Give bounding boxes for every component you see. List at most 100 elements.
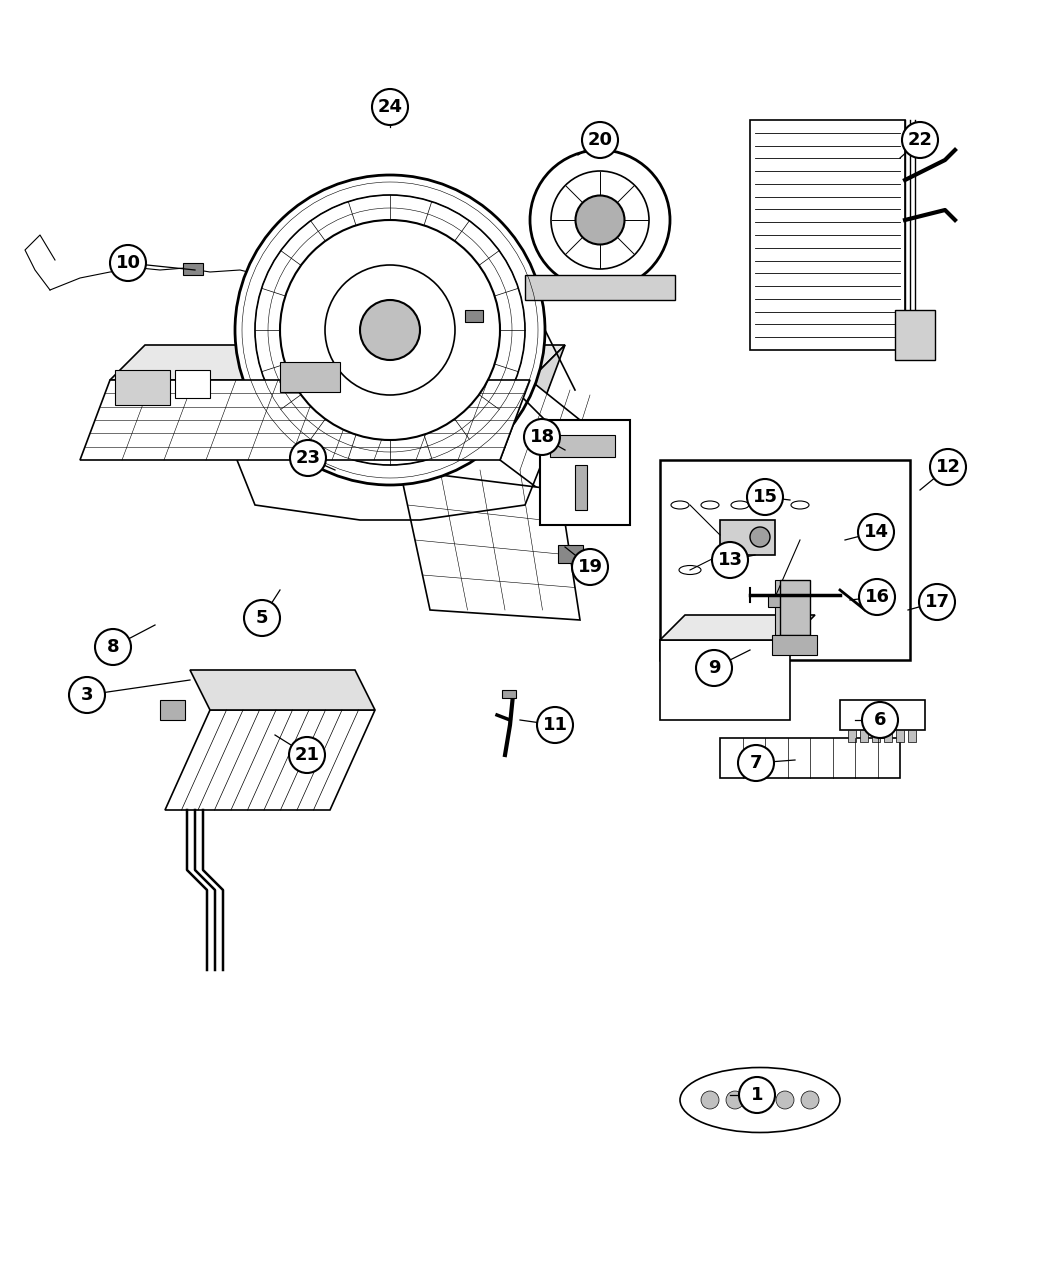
Text: 22: 22 [907,131,932,149]
Text: 5: 5 [256,609,268,627]
Bar [660,460,910,660]
Bar [502,690,516,697]
Circle shape [902,122,938,158]
Bar [780,580,810,635]
Bar [895,310,934,360]
Circle shape [919,584,956,620]
Bar [848,731,856,742]
Circle shape [696,650,732,686]
Bar [840,700,925,731]
Polygon shape [110,346,565,380]
Text: 10: 10 [116,254,141,272]
Circle shape [859,579,895,615]
Circle shape [524,419,560,455]
Bar [550,435,615,456]
Bar [908,731,916,742]
Ellipse shape [761,501,779,509]
Circle shape [750,527,770,547]
Text: 11: 11 [543,717,567,734]
Text: 1: 1 [751,1086,763,1104]
Circle shape [858,514,894,550]
Polygon shape [190,669,375,710]
Bar [183,263,203,275]
Ellipse shape [791,501,808,509]
Circle shape [726,1091,744,1109]
Ellipse shape [701,501,719,509]
Polygon shape [165,710,375,810]
Bar [772,635,817,655]
Bar [775,580,785,635]
Bar [720,738,900,778]
Polygon shape [660,615,815,640]
Bar [860,731,868,742]
Ellipse shape [731,501,749,509]
Ellipse shape [680,1067,840,1132]
Circle shape [572,550,608,585]
Circle shape [930,449,966,484]
Text: 14: 14 [863,523,888,541]
Circle shape [94,629,131,666]
Circle shape [738,745,774,782]
Bar [750,120,905,351]
Circle shape [776,1091,794,1109]
Text: 19: 19 [578,558,603,576]
Text: 15: 15 [753,488,777,506]
Text: 18: 18 [529,428,554,446]
Bar [896,731,904,742]
Polygon shape [80,380,530,460]
Circle shape [862,703,898,738]
Text: 13: 13 [717,551,742,569]
Bar [720,520,775,555]
Circle shape [739,1077,775,1113]
Circle shape [326,265,455,395]
Text: 21: 21 [294,746,319,764]
Circle shape [537,708,573,743]
Bar [116,370,170,405]
Circle shape [575,195,625,245]
Bar [280,362,340,391]
Text: 12: 12 [936,458,961,476]
Bar [175,370,210,398]
Circle shape [69,677,105,713]
Bar [465,310,483,323]
Bar [768,595,792,607]
Bar [558,544,583,564]
Text: 24: 24 [378,98,402,116]
Circle shape [712,542,748,578]
Ellipse shape [719,566,741,575]
Bar [540,419,630,525]
Text: 17: 17 [924,593,949,611]
Text: 6: 6 [874,711,886,729]
Circle shape [290,440,326,476]
Circle shape [530,150,670,289]
Bar [872,731,880,742]
Polygon shape [400,470,580,620]
Circle shape [255,195,525,465]
Text: 16: 16 [864,588,889,606]
Circle shape [244,601,280,636]
Circle shape [701,1091,719,1109]
Circle shape [280,221,500,440]
Circle shape [235,175,545,484]
Text: 7: 7 [750,754,762,771]
Text: 3: 3 [81,686,93,704]
Bar [525,275,675,300]
Bar [660,640,790,720]
Polygon shape [500,346,565,460]
Text: 23: 23 [295,449,320,467]
Circle shape [372,89,408,125]
Text: 9: 9 [708,659,720,677]
Circle shape [289,737,326,773]
Circle shape [582,122,618,158]
Circle shape [747,479,783,515]
Circle shape [360,300,420,360]
Circle shape [801,1091,819,1109]
Circle shape [110,245,146,280]
Text: 20: 20 [588,131,612,149]
Bar [575,465,587,510]
Bar [160,700,185,720]
Text: 8: 8 [107,638,120,657]
Bar [884,731,892,742]
Ellipse shape [679,566,701,575]
Circle shape [751,1091,769,1109]
